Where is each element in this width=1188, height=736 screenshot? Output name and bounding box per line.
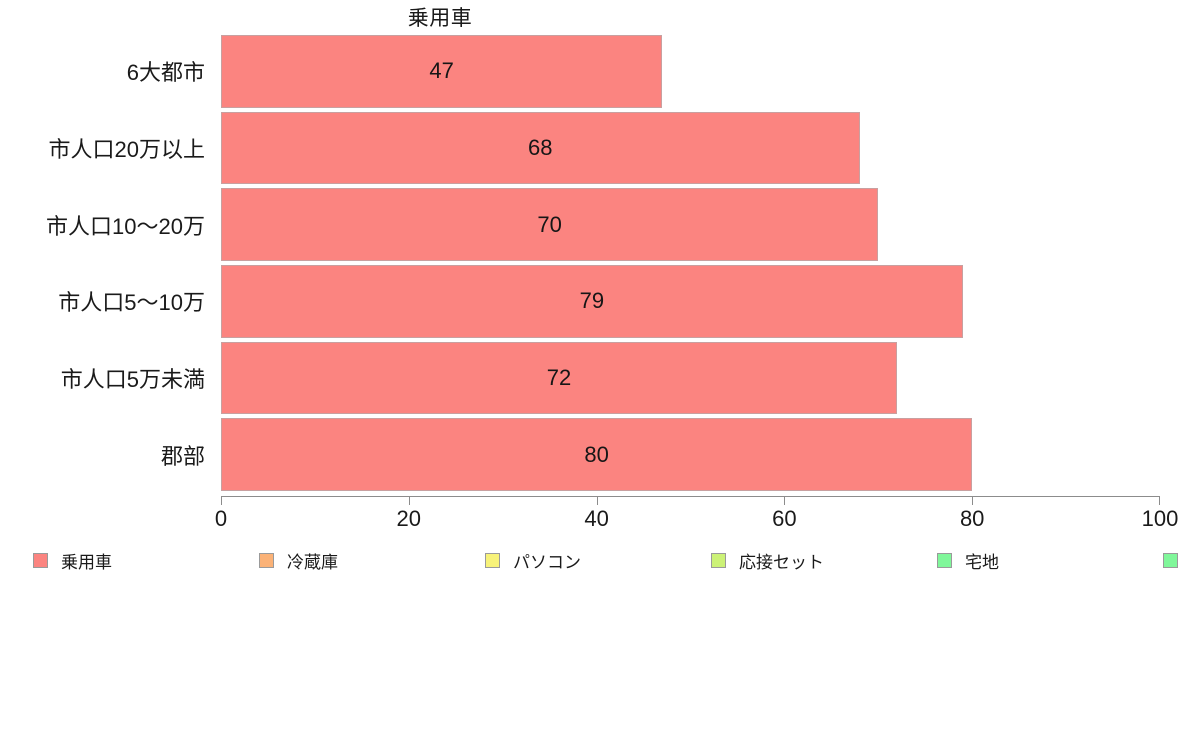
legend-swatch-icon xyxy=(259,552,274,568)
legend-item[interactable]: 冷蔵庫 xyxy=(259,546,338,574)
x-axis-tick-label: 0 xyxy=(214,506,228,531)
x-axis-tick-label: 80 xyxy=(959,506,985,531)
bar-row: 47 xyxy=(221,35,1160,108)
plot-area: 47 68 70 79 72 80 xyxy=(221,33,1160,493)
y-axis-label: 市人口5万未満 xyxy=(60,367,205,392)
legend-swatch-icon xyxy=(33,552,48,568)
bar[interactable] xyxy=(221,265,963,338)
legend-swatch-icon xyxy=(937,552,952,568)
legend-item[interactable]: パソコン xyxy=(485,546,581,574)
legend-item[interactable]: 応接セット xyxy=(711,546,824,574)
legend-label: パソコン xyxy=(513,552,581,572)
y-axis-label: 市人口5〜10万 xyxy=(58,290,205,316)
chart-title-text: 乗用車 xyxy=(407,7,473,30)
x-axis-tick xyxy=(1159,496,1160,505)
chart-legend: 乗用車 冷蔵庫 パソコン 応接セット 宅地 xyxy=(0,546,1188,574)
y-axis-label: 郡部 xyxy=(160,443,205,469)
x-axis-tick-label: 60 xyxy=(772,506,797,531)
x-axis-tick-label: 100 xyxy=(1141,506,1179,531)
x-axis-tick-label: 20 xyxy=(396,506,422,531)
bar[interactable] xyxy=(221,35,663,108)
x-axis-tick xyxy=(408,496,410,505)
legend-swatch-icon xyxy=(711,552,726,568)
bar[interactable] xyxy=(221,111,860,185)
legend-label: 応接セット xyxy=(739,552,824,572)
bar-row: 70 xyxy=(221,188,1160,261)
chart-title: 乗用車 xyxy=(0,2,1188,32)
legend-swatch-icon xyxy=(1163,552,1178,568)
x-axis-tick xyxy=(784,496,786,505)
x-axis-tick xyxy=(972,496,974,505)
legend-item[interactable]: 乗用車 xyxy=(33,546,112,574)
bar-row: 80 xyxy=(221,418,1160,491)
x-axis-tick xyxy=(221,496,222,505)
bar[interactable] xyxy=(221,418,973,491)
legend-item[interactable] xyxy=(1163,546,1188,574)
bar[interactable] xyxy=(221,341,898,415)
x-axis: 0 20 40 60 80 100 xyxy=(215,496,1178,531)
bar[interactable] xyxy=(221,188,879,261)
legend-label: 冷蔵庫 xyxy=(287,552,338,572)
y-axis-category-labels: 6大都市市人口20万以上 市人口10〜20万市人口5〜10万 市人口5万未満郡部 xyxy=(0,33,213,493)
legend-label: 宅地 xyxy=(965,552,999,572)
bar-row: 72 xyxy=(221,341,1160,415)
y-axis-label: 市人口10〜20万 xyxy=(46,213,205,239)
bar-row: 79 xyxy=(221,265,1160,338)
bar-row: 68 xyxy=(221,111,1160,185)
y-axis-label: 6大都市 xyxy=(126,60,205,86)
legend-swatch-icon xyxy=(485,552,500,568)
x-axis-tick-label: 40 xyxy=(584,506,609,531)
x-axis-tick xyxy=(596,496,598,505)
legend-item[interactable]: 宅地 xyxy=(937,546,999,574)
legend-label: 乗用車 xyxy=(61,552,112,572)
y-axis-label: 市人口20万以上 xyxy=(48,137,205,162)
